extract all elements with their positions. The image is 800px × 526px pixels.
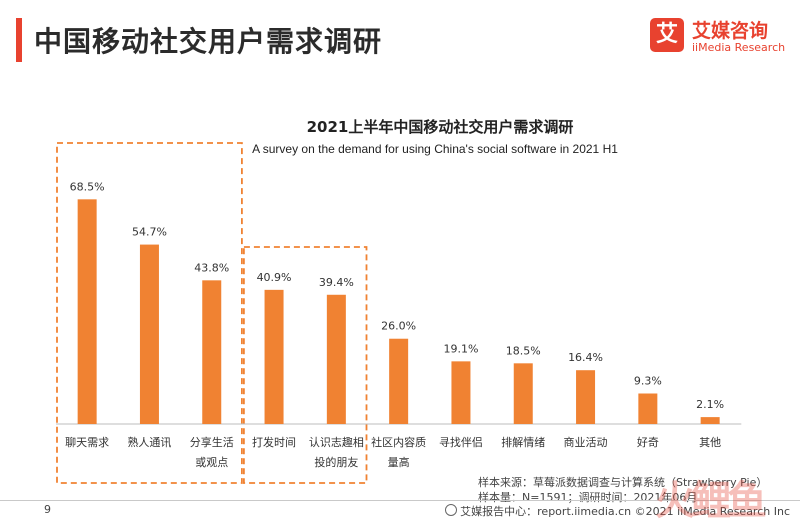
data-label-2: 54.7% <box>132 226 167 239</box>
bar-11 <box>700 417 720 424</box>
chart-title: 2021上半年中国移动社交用户需求调研 <box>306 118 574 136</box>
category-label-7: 寻找伴侣 <box>439 435 483 449</box>
category-label-3: 分享生活 <box>190 435 234 449</box>
page-title: 中国移动社交用户需求调研 <box>34 25 383 58</box>
footer-site-text: 艾媒报告中心：report.iimedia.cn ©2021 iiMedia R… <box>460 505 790 518</box>
data-label-6: 26.0% <box>381 320 416 333</box>
highlight-box-2 <box>242 246 368 484</box>
bar-5 <box>326 294 346 424</box>
footer-divider <box>0 500 800 501</box>
category-label-6-line2: 量高 <box>388 455 410 469</box>
category-label-8: 排解情绪 <box>501 435 545 449</box>
chart-subtitle: A survey on the demand for using China's… <box>252 142 618 156</box>
iimedia-logo: 艾 艾媒咨询 iiMedia Research <box>650 18 786 60</box>
category-label-5-line2: 投的朋友 <box>314 455 358 469</box>
logo-name: 艾媒咨询 <box>692 20 769 42</box>
data-label-7: 19.1% <box>443 342 478 355</box>
category-label-11: 其他 <box>699 436 721 449</box>
bar-8 <box>513 363 533 424</box>
highlight-box-1 <box>56 142 243 484</box>
page-number: 9 <box>44 503 51 516</box>
data-label-8: 18.5% <box>506 344 541 357</box>
category-label-3-line2: 或观点 <box>195 456 228 469</box>
bar-7 <box>451 361 471 424</box>
data-label-3: 43.8% <box>194 261 229 274</box>
bar-2 <box>139 244 159 424</box>
data-label-11: 2.1% <box>696 398 724 411</box>
bar-10 <box>638 393 658 424</box>
data-label-1: 68.5% <box>70 180 105 193</box>
data-label-10: 9.3% <box>634 374 662 387</box>
category-label-9: 商业活动 <box>564 435 608 449</box>
logo-mark-icon: 艾 <box>650 18 684 52</box>
category-label-6: 社区内容质 <box>371 435 426 449</box>
bar-9 <box>576 370 596 424</box>
title-accent-bar <box>16 18 22 62</box>
bar-1 <box>77 199 97 424</box>
footer-site-info: 艾媒报告中心：report.iimedia.cn ©2021 iiMedia R… <box>445 503 790 519</box>
data-label-9: 16.4% <box>568 351 603 364</box>
bar-4 <box>264 289 284 424</box>
category-label-2: 熟人通讯 <box>127 435 171 449</box>
bar-6 <box>389 338 409 424</box>
logo-subtitle: iiMedia Research <box>692 41 786 54</box>
category-label-4: 打发时间 <box>252 435 296 449</box>
bar-3 <box>202 280 222 424</box>
watermark-logo: 火鲤鱼 <box>655 478 767 524</box>
data-label-4: 40.9% <box>257 271 292 284</box>
globe-icon <box>445 504 458 516</box>
category-label-1: 聊天需求 <box>65 435 109 449</box>
category-label-5: 认识志趣相 <box>309 435 364 449</box>
category-label-10: 好奇 <box>637 435 659 449</box>
sample-source-note: 样本来源：草莓派数据调查与计算系统（Strawberry Pie） <box>478 476 768 489</box>
data-label-5: 39.4% <box>319 276 354 289</box>
